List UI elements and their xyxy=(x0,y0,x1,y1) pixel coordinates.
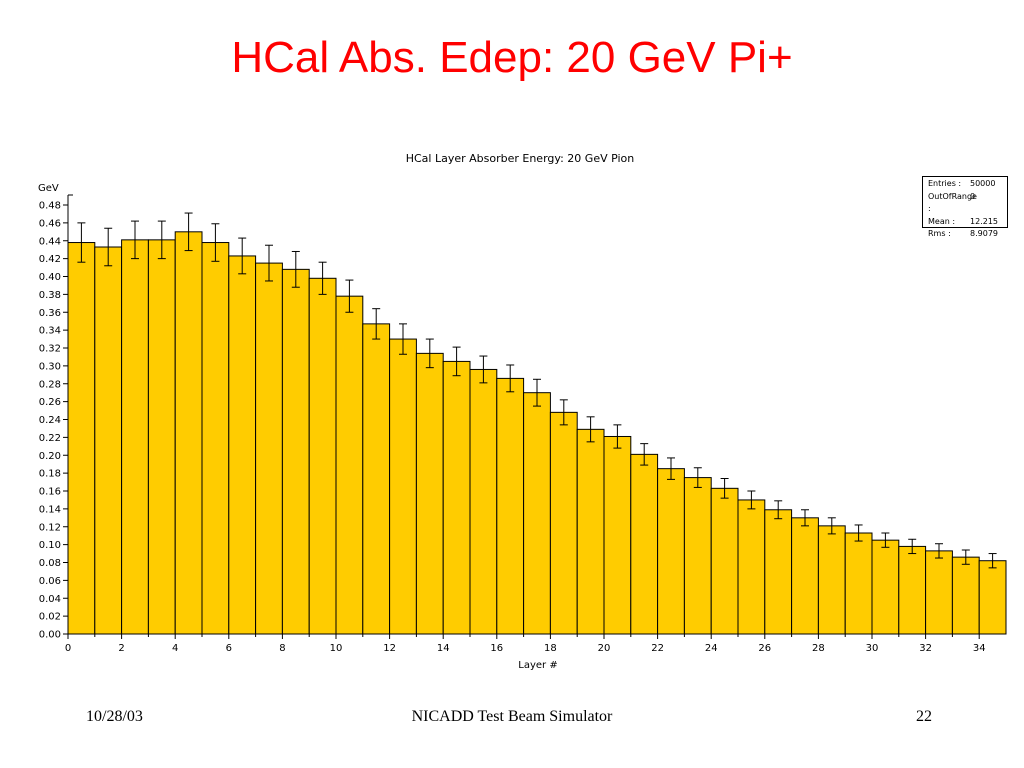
histogram-bar xyxy=(255,262,283,635)
y-tick-label: 0.08 xyxy=(39,558,61,569)
x-tick-label: 0 xyxy=(65,643,71,654)
y-tick-label: 0.30 xyxy=(39,361,61,372)
x-tick-label: 24 xyxy=(705,643,718,654)
y-tick-label: 0.22 xyxy=(39,433,61,444)
x-tick-label: 20 xyxy=(598,643,611,654)
stats-label: Entries : xyxy=(928,179,962,188)
y-tick-label: 0.18 xyxy=(39,469,61,480)
histogram-bar xyxy=(121,239,149,635)
x-tick-label: 34 xyxy=(973,643,986,654)
x-tick-label: 18 xyxy=(544,643,557,654)
x-tick-label: 32 xyxy=(919,643,932,654)
y-tick-label: 0.40 xyxy=(39,272,61,283)
slide-title: HCal Abs. Edep: 20 GeV Pi+ xyxy=(231,33,793,82)
histogram-bar xyxy=(549,411,578,635)
y-tick-label: 0.00 xyxy=(39,630,61,641)
y-tick-label: 0.46 xyxy=(39,218,61,229)
y-tick-label: 0.32 xyxy=(39,344,61,355)
stats-value: 8.9079 xyxy=(970,229,998,238)
histogram-bar xyxy=(871,539,900,635)
histogram-bar xyxy=(147,239,176,635)
x-tick-label: 8 xyxy=(279,643,285,654)
histogram-bar xyxy=(630,453,659,635)
x-tick-label: 26 xyxy=(758,643,771,654)
x-tick-label: 6 xyxy=(226,643,232,654)
histogram-bar xyxy=(496,377,525,635)
histogram-bar xyxy=(737,499,766,635)
y-tick-label: 0.14 xyxy=(39,504,61,515)
histogram-bar xyxy=(362,323,391,635)
histogram-bar xyxy=(442,360,471,635)
x-tick-label: 2 xyxy=(118,643,124,654)
y-tick-label: 0.02 xyxy=(39,612,61,623)
histogram-bar xyxy=(469,368,498,635)
y-tick-label: 0.42 xyxy=(39,254,61,265)
y-tick-label: 0.10 xyxy=(39,540,61,551)
histogram-bar xyxy=(576,428,605,635)
y-tick-label: 0.04 xyxy=(39,594,61,605)
histogram-bar xyxy=(415,352,444,635)
y-tick-label: 0.06 xyxy=(39,576,61,587)
x-axis-label: Layer # xyxy=(518,660,557,671)
y-tick-label: 0.38 xyxy=(39,290,61,301)
histogram-bar xyxy=(817,525,846,635)
chart-title: HCal Layer Absorber Energy: 20 GeV Pion xyxy=(406,152,635,165)
y-tick-label: 0.20 xyxy=(39,451,61,462)
histogram-bar xyxy=(764,509,793,635)
histogram-bar xyxy=(844,532,873,635)
histogram-bar xyxy=(228,255,257,635)
histogram-bar xyxy=(94,246,123,635)
y-tick-label: 0.24 xyxy=(39,415,61,426)
histogram-bar xyxy=(308,277,337,635)
y-tick-label: 0.16 xyxy=(39,487,61,498)
y-tick-label: 0.12 xyxy=(39,522,61,533)
x-tick-label: 10 xyxy=(330,643,343,654)
histogram-bar xyxy=(951,556,980,635)
stats-value: 0 xyxy=(970,191,976,201)
histogram-chart: HCal Layer Absorber Energy: 20 GeV Pion 0… xyxy=(38,152,1007,671)
stats-label: Mean : xyxy=(928,216,956,226)
stats-label: Rms : xyxy=(928,229,951,238)
histogram-bar xyxy=(683,477,712,635)
x-tick-label: 12 xyxy=(383,643,396,654)
histogram-bar xyxy=(657,468,685,635)
histogram-bar xyxy=(978,560,1007,635)
y-axis-label: GeV xyxy=(38,183,59,194)
stats-value: 50000 xyxy=(970,179,996,188)
x-tick-label: 14 xyxy=(437,643,450,654)
x-tick-label: 28 xyxy=(812,643,825,654)
histogram-bar xyxy=(523,392,551,635)
histogram-bar xyxy=(389,338,417,635)
histogram-bar xyxy=(791,517,819,635)
stats-label: OutOfRange : xyxy=(928,191,977,214)
histogram-bar xyxy=(67,242,96,635)
y-tick-label: 0.48 xyxy=(39,201,61,212)
stats-value: 12.215 xyxy=(970,216,998,226)
stats-row-mean: Mean : 12.215 xyxy=(928,216,1007,229)
histogram-bar xyxy=(925,550,953,635)
histogram-bar xyxy=(174,231,203,635)
histogram-bar xyxy=(710,487,739,635)
footer-title: NICADD Test Beam Simulator xyxy=(411,708,613,725)
y-tick-label: 0.28 xyxy=(39,379,61,390)
x-tick-label: 16 xyxy=(490,643,503,654)
stats-row-outofrange: OutOfRange :0 xyxy=(928,191,1007,216)
footer-page-number: 22 xyxy=(916,708,932,725)
stats-row-entries: Entries : 50000 xyxy=(928,178,1007,191)
histogram-bar xyxy=(335,295,364,635)
x-tick-label: 4 xyxy=(172,643,178,654)
footer-date: 10/28/03 xyxy=(86,708,143,725)
stats-box: Entries : 50000 OutOfRange :0 Mean : 12.21… xyxy=(922,176,1008,238)
histogram-bar xyxy=(603,435,632,635)
histogram-bar xyxy=(898,545,927,635)
stats-row-rms: Rms : 8.9079 xyxy=(928,228,1007,241)
histogram-bar xyxy=(281,268,310,635)
y-tick-label: 0.26 xyxy=(39,397,61,408)
y-tick-label: 0.34 xyxy=(39,326,61,337)
histogram-bar xyxy=(201,242,230,635)
x-tick-label: 22 xyxy=(651,643,664,654)
x-tick-label: 30 xyxy=(866,643,879,654)
y-tick-label: 0.36 xyxy=(39,308,61,319)
y-tick-label: 0.44 xyxy=(39,236,61,247)
